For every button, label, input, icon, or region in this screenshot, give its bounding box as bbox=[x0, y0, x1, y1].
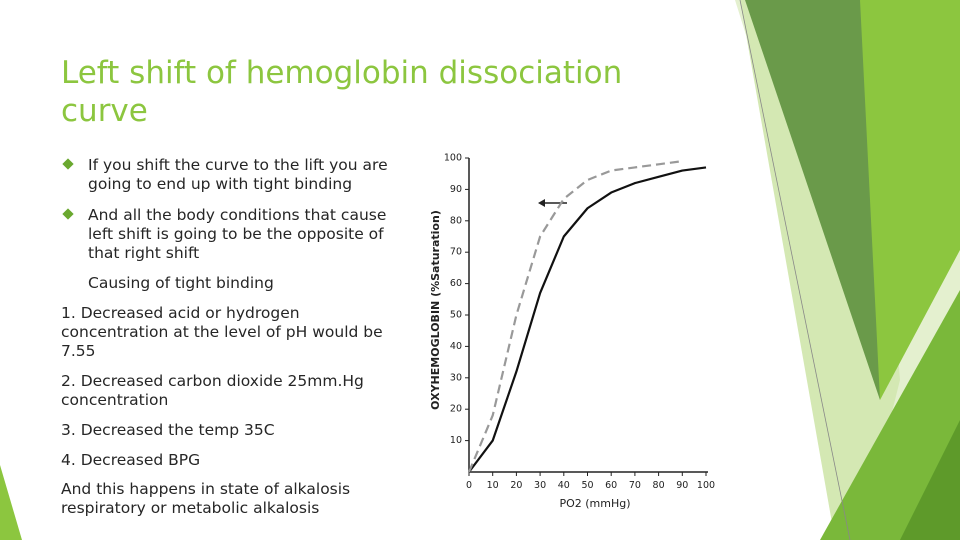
x-tick-label: 50 bbox=[581, 480, 593, 491]
x-tick-label: 0 bbox=[466, 480, 472, 491]
y-tick-label: 80 bbox=[450, 215, 462, 226]
bullet-text: If you shift the curve to the lift you a… bbox=[88, 156, 388, 193]
y-tick-label: 50 bbox=[450, 310, 462, 321]
chart-background bbox=[420, 148, 738, 516]
item: 3. Decreased the temp 35C bbox=[61, 421, 275, 439]
y-axis-label: OXYHEMOGLOBIN (%Saturation) bbox=[429, 210, 442, 410]
deco-shape bbox=[900, 420, 960, 540]
deco-shape bbox=[745, 0, 880, 400]
deco-shape bbox=[0, 465, 22, 540]
y-tick-label: 20 bbox=[450, 404, 462, 415]
y-tick-label: 70 bbox=[450, 247, 462, 258]
y-tick-label: 40 bbox=[450, 341, 462, 352]
x-tick-label: 40 bbox=[558, 480, 570, 491]
x-tick-label: 20 bbox=[510, 480, 522, 491]
item: 1. Decreased acid or hydrogen concentrat… bbox=[61, 304, 383, 360]
x-tick-label: 30 bbox=[534, 480, 546, 491]
curve bbox=[467, 160, 683, 473]
x-tick-label: 10 bbox=[487, 480, 499, 491]
slide-title: Left shift of hemoglobin dissociation cu… bbox=[61, 55, 623, 129]
item: 2. Decreased carbon dioxide 25mm.Hg conc… bbox=[61, 372, 364, 409]
y-tick-label: 10 bbox=[450, 435, 462, 446]
y-tick-label: 90 bbox=[450, 184, 462, 195]
bullet-text: And all the body conditions that cause l… bbox=[88, 206, 387, 262]
x-tick-label: 100 bbox=[697, 480, 715, 491]
y-tick-label: 100 bbox=[444, 153, 462, 164]
y-tick-label: 30 bbox=[450, 372, 462, 383]
arrow-head bbox=[538, 199, 545, 207]
deco-line bbox=[739, 0, 851, 540]
deco-shape bbox=[820, 290, 960, 540]
item: And this happens in state of alkalosis r… bbox=[61, 480, 351, 517]
subheading: Causing of tight binding bbox=[88, 274, 274, 292]
x-tick-label: 90 bbox=[676, 480, 688, 491]
curve bbox=[468, 166, 707, 473]
item: 4. Decreased BPG bbox=[61, 451, 201, 469]
x-tick-label: 60 bbox=[605, 480, 617, 491]
chart: OXYHEMOGLOBIN (%Saturation) PO2 (mmHg) 1… bbox=[420, 148, 738, 516]
x-tick-label: 80 bbox=[653, 480, 665, 491]
x-axis-label: PO2 (mmHg) bbox=[559, 497, 630, 510]
y-tick-label: 60 bbox=[450, 278, 462, 289]
x-tick-label: 70 bbox=[629, 480, 641, 491]
